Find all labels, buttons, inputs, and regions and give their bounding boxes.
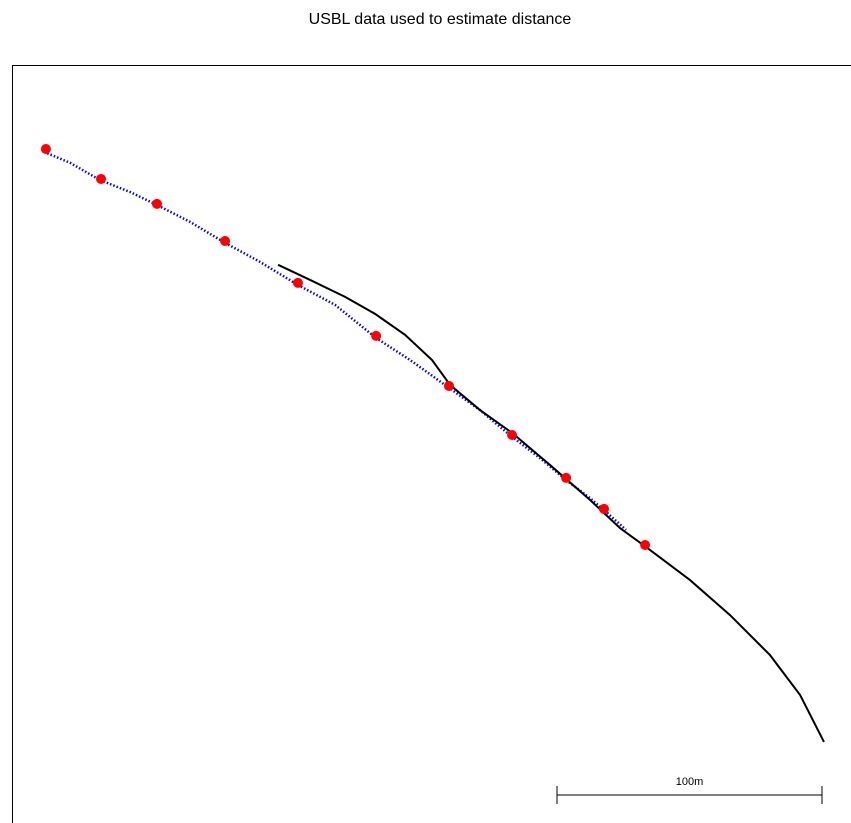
plot-frame <box>12 65 851 823</box>
usbl-fix <box>292 277 303 288</box>
usbl-fix <box>443 380 454 391</box>
usbl-fix <box>561 472 572 483</box>
scale-bar-label: 100m <box>676 776 704 788</box>
chart-title: USBL data used to estimate distance <box>309 11 572 28</box>
usbl-fix <box>96 173 107 184</box>
usbl-fix <box>599 503 610 514</box>
usbl-fix <box>40 144 51 155</box>
usbl-fix <box>640 539 651 550</box>
track-line <box>277 263 825 743</box>
usbl-fix <box>371 330 382 341</box>
usbl-fix <box>220 235 231 246</box>
usbl-fix <box>151 198 162 209</box>
usbl-fix <box>507 429 518 440</box>
